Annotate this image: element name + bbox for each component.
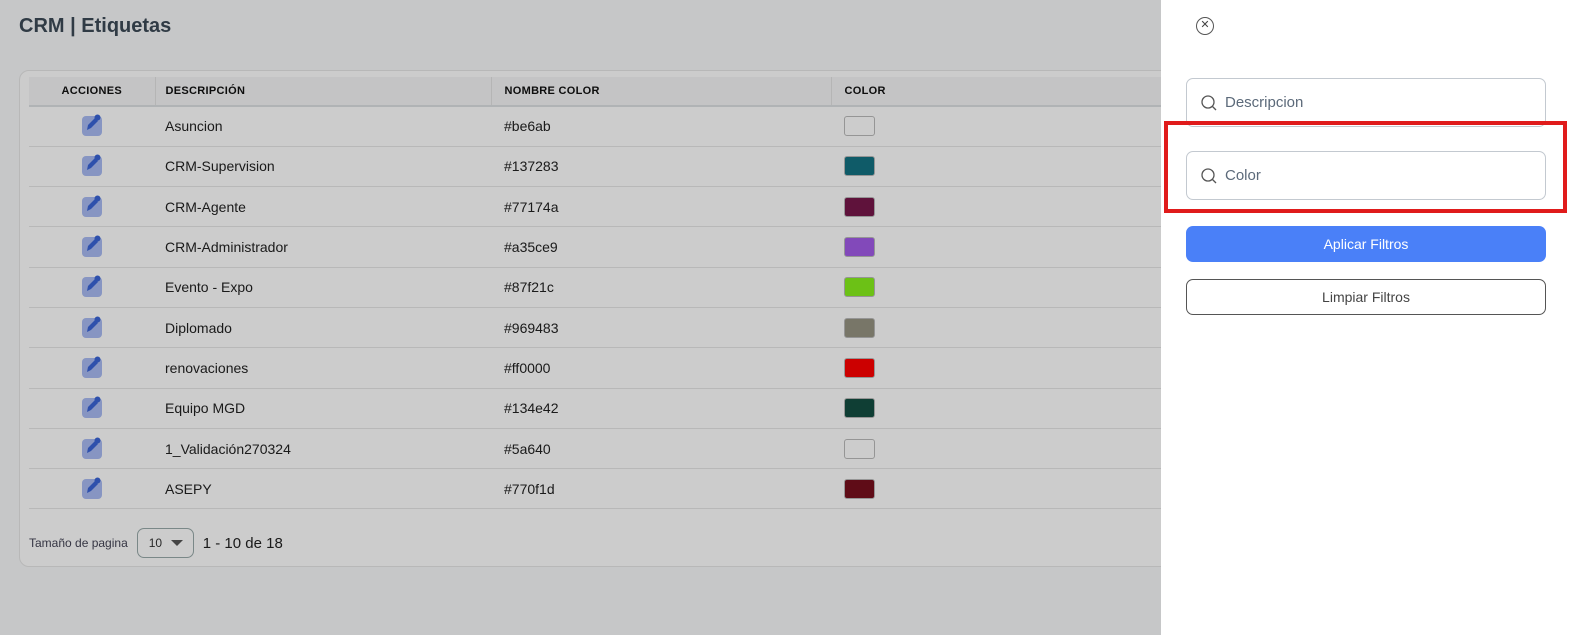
tags-table: ACCIONES DESCRIPCIÓN NOMBRE COLOR COLOR … xyxy=(29,77,1229,510)
caret-down-icon xyxy=(171,540,184,546)
column-header-actions: ACCIONES xyxy=(29,77,155,107)
highlight-box xyxy=(1164,121,1567,213)
description-cell: Asuncion xyxy=(155,106,491,147)
column-header-color-name[interactable]: NOMBRE COLOR xyxy=(490,77,831,107)
description-cell: Evento - Expo xyxy=(155,267,491,308)
column-header-description[interactable]: DESCRIPCIÓN xyxy=(154,77,491,107)
search-icon xyxy=(1201,94,1217,110)
color-swatch xyxy=(844,237,875,258)
description-cell: CRM-Administrador xyxy=(155,226,491,268)
description-filter-field[interactable] xyxy=(1186,78,1546,127)
edit-icon[interactable] xyxy=(82,477,102,499)
color-name-cell: #a35ce9 xyxy=(491,226,831,268)
color-swatch xyxy=(844,317,875,338)
edit-icon[interactable] xyxy=(82,396,102,419)
color-name-cell: #137283 xyxy=(491,146,831,188)
table-row: CRM-Agente #77174a xyxy=(29,186,1229,228)
edit-icon[interactable] xyxy=(82,114,102,137)
page-title: CRM | Etiquetas xyxy=(19,15,172,37)
description-cell: CRM-Agente xyxy=(155,186,491,228)
color-name-cell: #969483 xyxy=(491,307,831,349)
edit-icon[interactable] xyxy=(82,154,102,177)
table-row: Evento - Expo #87f21c xyxy=(29,267,1229,308)
edit-icon[interactable] xyxy=(82,275,102,298)
page-range: 1 - 10 de 18 xyxy=(202,534,283,552)
color-filter-field[interactable] xyxy=(1186,151,1546,200)
page-size-select[interactable]: 10 xyxy=(136,528,194,558)
table-row: renovaciones #ff0000 xyxy=(29,347,1229,389)
description-filter-input[interactable] xyxy=(1225,94,1525,111)
description-cell: Diplomado xyxy=(155,307,491,349)
color-name-cell: #134e42 xyxy=(491,388,831,429)
color-name-cell: #ff0000 xyxy=(491,347,831,389)
color-swatch xyxy=(844,277,875,298)
edit-icon[interactable] xyxy=(82,235,102,258)
description-cell: CRM-Supervision xyxy=(155,146,491,188)
tags-table-card: ACCIONES DESCRIPCIÓN NOMBRE COLOR COLOR … xyxy=(19,70,1239,567)
pagination: Tamaño de pagina 10 1 - 10 de 18 xyxy=(29,528,283,558)
filter-drawer: ✕ Aplicar Filtros Limpiar Filtros xyxy=(1161,0,1578,635)
page-size-label: Tamaño de pagina xyxy=(29,536,128,550)
color-name-cell: #77174a xyxy=(491,186,831,228)
description-cell: 1_Validación270324 xyxy=(155,428,491,470)
close-circle-icon[interactable]: ✕ xyxy=(1196,17,1214,35)
edit-icon[interactable] xyxy=(82,356,102,378)
color-name-cell: #be6ab xyxy=(491,106,831,147)
search-icon xyxy=(1201,167,1217,183)
apply-filters-button[interactable]: Aplicar Filtros xyxy=(1186,226,1546,262)
color-swatch xyxy=(844,196,875,217)
table-row: Diplomado #969483 xyxy=(29,307,1229,349)
description-cell: ASEPY xyxy=(155,468,491,510)
color-swatch xyxy=(844,478,875,499)
color-name-cell: #770f1d xyxy=(491,468,831,510)
page-size-value: 10 xyxy=(148,536,163,550)
edit-icon[interactable] xyxy=(82,195,102,217)
color-swatch xyxy=(844,398,875,419)
color-name-cell: #87f21c xyxy=(491,267,831,308)
description-cell: Equipo MGD xyxy=(155,388,491,429)
color-name-cell: #5a640 xyxy=(491,428,831,470)
clear-filters-button[interactable]: Limpiar Filtros xyxy=(1186,279,1546,315)
edit-icon[interactable] xyxy=(82,316,102,338)
color-filter-input[interactable] xyxy=(1225,167,1525,184)
edit-icon[interactable] xyxy=(82,437,102,459)
description-cell: renovaciones xyxy=(155,347,491,389)
color-swatch xyxy=(844,357,875,378)
color-swatch xyxy=(844,116,875,137)
color-swatch xyxy=(844,156,875,177)
table-row: ASEPY #770f1d xyxy=(29,468,1229,510)
color-swatch xyxy=(844,438,875,459)
